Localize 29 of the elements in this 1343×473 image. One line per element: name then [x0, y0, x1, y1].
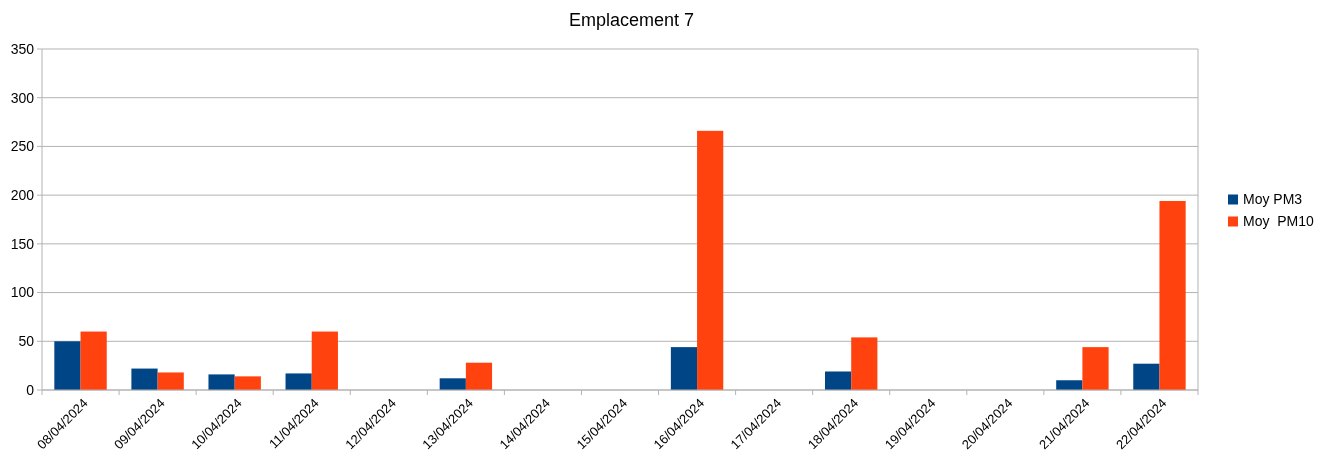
bar: [80, 331, 107, 390]
bar: [1082, 347, 1109, 390]
y-tick-label: 300: [10, 89, 35, 106]
bar: [234, 376, 261, 390]
bar: [825, 371, 852, 390]
bar: [131, 368, 158, 390]
bar: [311, 331, 338, 390]
chart-title: Emplacement 7: [568, 10, 695, 30]
y-tick-label: 250: [10, 138, 35, 155]
bar: [851, 337, 878, 390]
bar: [1056, 380, 1083, 390]
y-tick-label: 100: [10, 284, 35, 301]
bar: [670, 347, 698, 390]
y-tick-label: 50: [18, 333, 35, 350]
bar: [1133, 363, 1160, 390]
bar: [54, 341, 81, 390]
y-tick-label: 350: [10, 40, 35, 57]
y-tick-label: 150: [10, 235, 35, 252]
bar: [697, 130, 724, 390]
y-tick-label: 200: [10, 187, 35, 204]
bar: [157, 372, 184, 390]
bar: [285, 373, 312, 390]
bar: [465, 362, 493, 390]
bar: [208, 374, 235, 390]
legend-label: Moy PM3: [1243, 191, 1303, 208]
bar: [1159, 200, 1186, 390]
y-tick-label: 0: [26, 381, 35, 398]
legend-label: Moy PM10: [1243, 213, 1315, 230]
bar: [439, 378, 466, 390]
